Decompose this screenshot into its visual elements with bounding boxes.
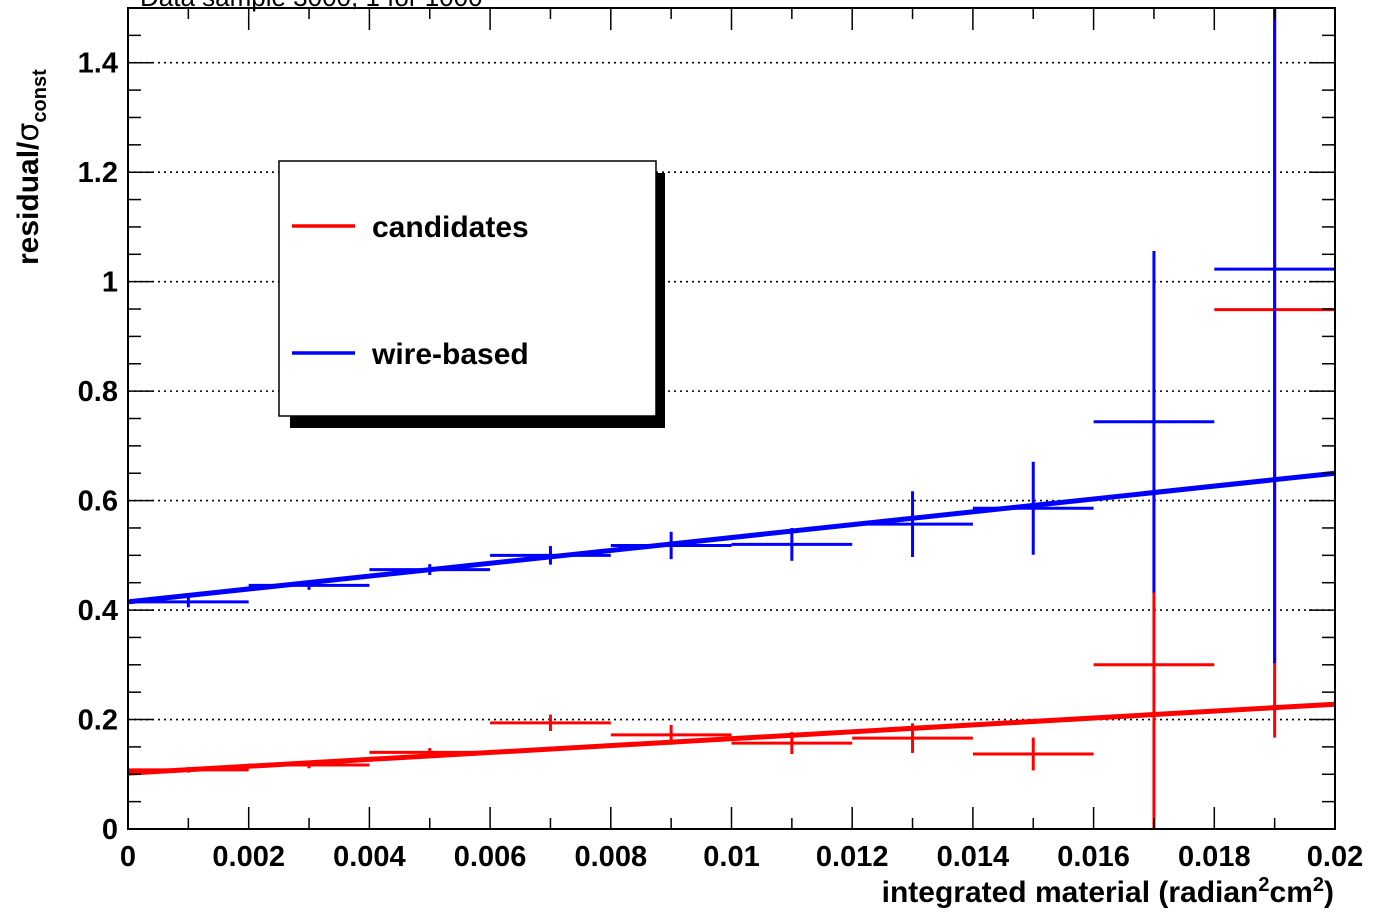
y-tick-label: 1.4 xyxy=(78,48,118,80)
data-layer xyxy=(127,8,1336,829)
y-axis-title: residual/σconst xyxy=(11,69,51,265)
series-wire-based xyxy=(127,8,1336,664)
legend-label-candidates: candidates xyxy=(372,211,529,244)
legend-label-wire-based: wire-based xyxy=(371,338,529,371)
y-tick-label: 0 xyxy=(102,814,118,846)
series-candidates xyxy=(127,8,1336,829)
y-tick-label: 0.2 xyxy=(78,705,118,737)
x-tick-label: 0.006 xyxy=(454,841,527,873)
legend-box xyxy=(278,160,657,417)
y-tick-label: 1.2 xyxy=(78,157,118,189)
x-axis-title-end: ) xyxy=(1324,876,1334,909)
y-axis-title-sub: const xyxy=(29,69,51,123)
x-tick-label: 0.016 xyxy=(1057,841,1130,873)
legend: candidates wire-based xyxy=(278,160,665,428)
x-tick-label: 0.002 xyxy=(212,841,285,873)
y-tick-label: 1 xyxy=(102,267,118,299)
y-axis-title-main: residual/ xyxy=(12,141,45,265)
fit-line-wire-based xyxy=(127,470,1336,605)
y-tick-label: 0.6 xyxy=(78,486,118,518)
x-axis-title-mid: cm xyxy=(1270,876,1313,909)
x-tick-label: 0.02 xyxy=(1307,841,1363,873)
top-text: Data sample 3000, 1 for 1000 xyxy=(140,0,483,12)
x-tick-label: 0.008 xyxy=(575,841,648,873)
x-tick-label: 0 xyxy=(120,841,136,873)
x-axis-title-main: integrated material (radian xyxy=(882,876,1259,909)
x-tick-label: 0.004 xyxy=(333,841,406,873)
y-tick-label: 0.8 xyxy=(78,376,118,408)
x-tick-label: 0.012 xyxy=(816,841,889,873)
x-axis-title-sup2: 2 xyxy=(1313,874,1324,896)
x-axis-title-sup1: 2 xyxy=(1258,874,1269,896)
x-axis-title: integrated material (radian2cm2) xyxy=(882,874,1334,909)
x-tick-label: 0.018 xyxy=(1178,841,1251,873)
tick-labels: 0 0.002 0.004 0.006 0.008 0.01 0.012 0.014 0.016… xyxy=(78,48,1364,873)
x-tick-label: 0.014 xyxy=(937,841,1010,873)
fit-line-candidates xyxy=(127,701,1336,776)
y-axis-title-symbol: σ xyxy=(11,123,46,142)
axis-ticks xyxy=(127,7,1336,830)
x-tick-label: 0.01 xyxy=(703,841,759,873)
y-tick-label: 0.4 xyxy=(78,595,118,627)
